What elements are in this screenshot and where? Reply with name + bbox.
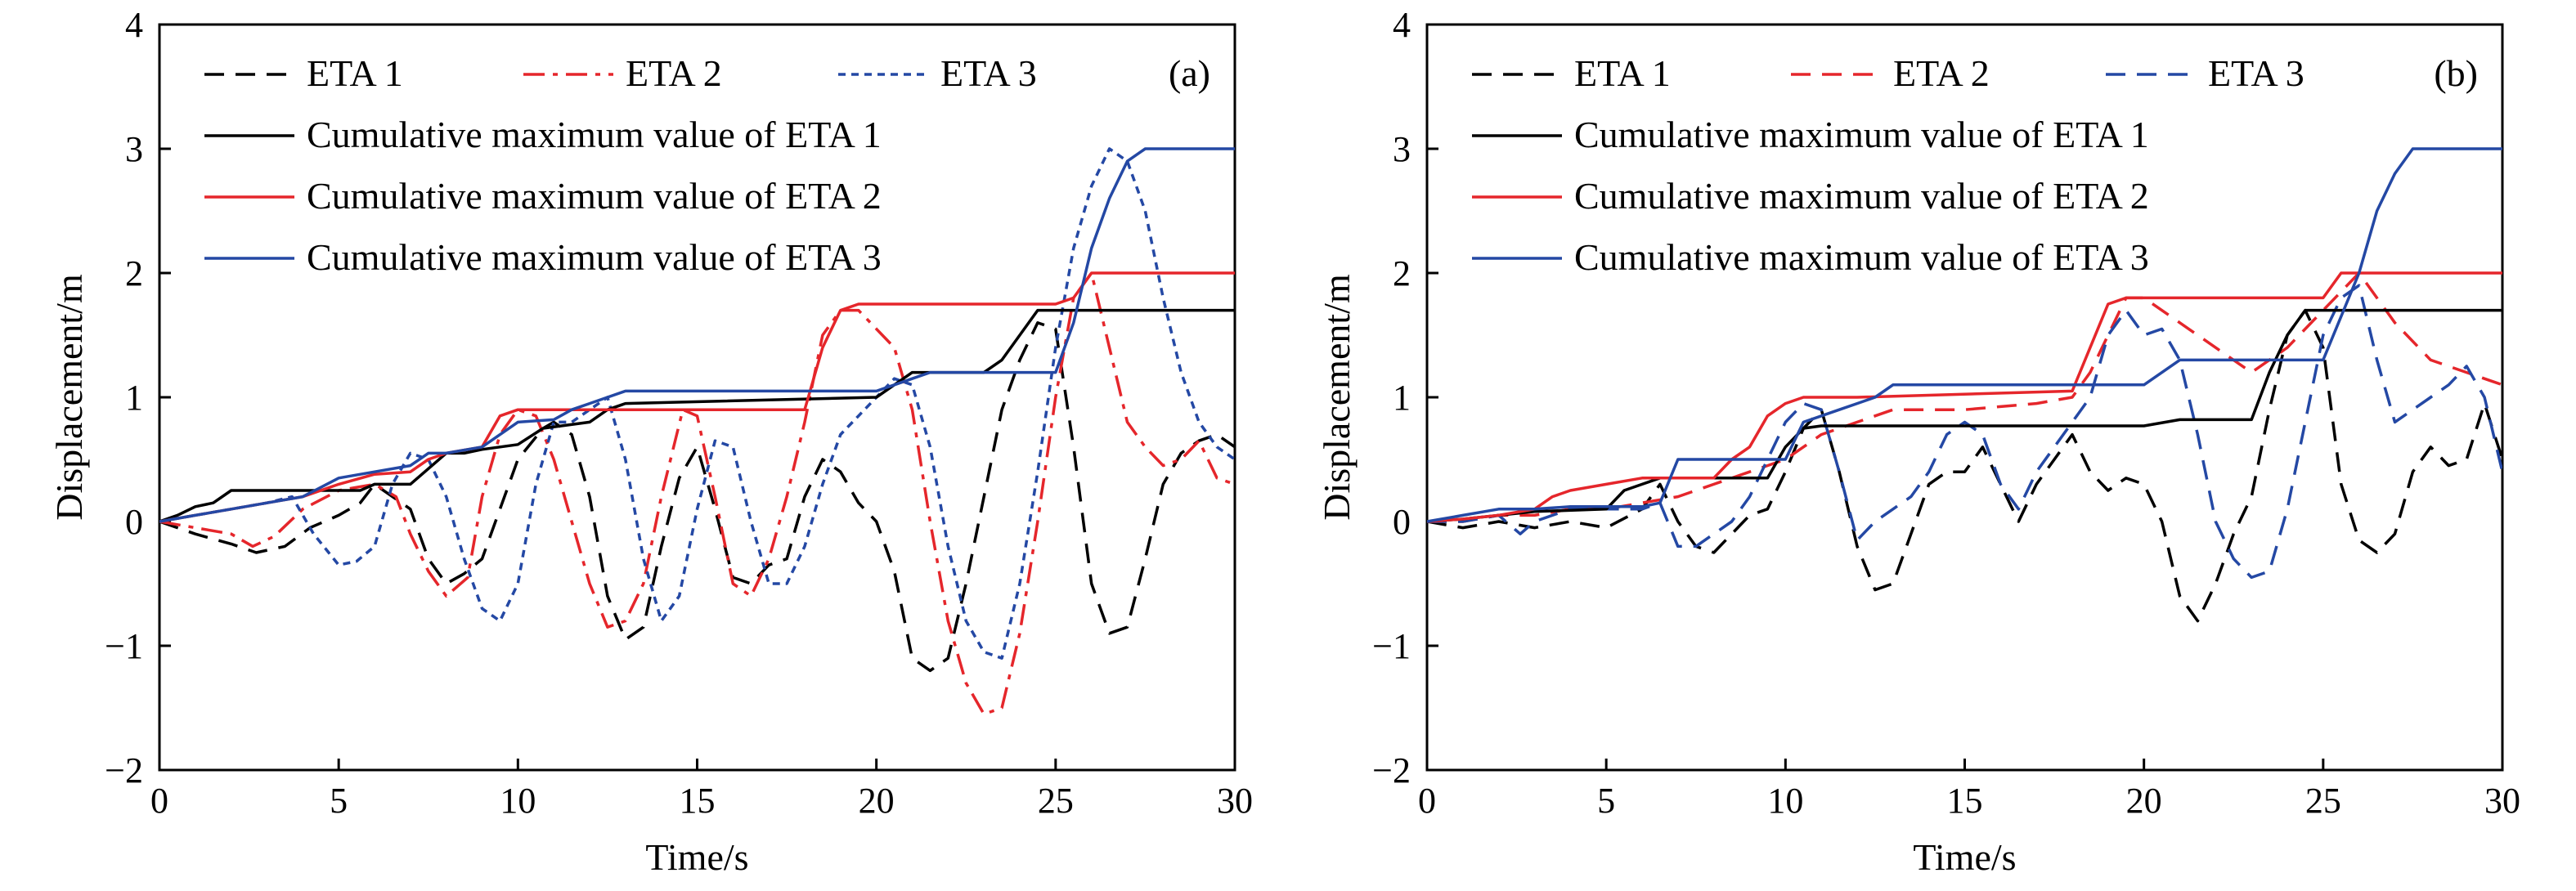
x-tick-label: 15: [680, 781, 716, 821]
series-line-cumulative-maximum-value-of-eta-2: [1427, 271, 2502, 523]
legend-label: Cumulative maximum value of ETA 1: [1574, 114, 2149, 155]
x-tick-label: 5: [1597, 781, 1615, 821]
series-line-eta-3: [1427, 284, 2502, 580]
x-tick-label: 25: [2305, 781, 2341, 821]
legend-label: Cumulative maximum value of ETA 2: [1574, 175, 2149, 217]
series-line-eta-2: [159, 271, 1235, 716]
x-tick-label: 15: [1947, 781, 1983, 821]
x-axis-label: Time/s: [645, 836, 748, 878]
x-tick-label: 10: [1767, 781, 1803, 821]
series-line-eta-2: [1427, 271, 2502, 523]
panel-a: 0 5 10 15 20 25 30 −2 −1 0 1 2 3 4 Time/s Displacement/…: [48, 5, 1253, 878]
series-line-cumulative-maximum-value-of-eta-3: [1427, 147, 2502, 523]
y-tick-label: 0: [1393, 502, 1411, 542]
x-tick-label: 0: [1418, 781, 1436, 821]
y-tick-label: 1: [125, 378, 143, 418]
y-tick-label: 2: [1393, 253, 1411, 293]
y-axis-label: Displacement/m: [48, 274, 90, 521]
legend-label: Cumulative maximum value of ETA 3: [1574, 236, 2149, 278]
series-group: [159, 147, 1235, 716]
y-tick-label: −1: [105, 626, 143, 666]
panel-tag: (a): [1169, 52, 1210, 94]
y-tick-label: 4: [1393, 5, 1411, 45]
y-tick-label: 1: [1393, 378, 1411, 418]
x-tick-label: 10: [500, 781, 536, 821]
legend-label: ETA 1: [307, 52, 403, 94]
y-tick-label: 3: [1393, 129, 1411, 169]
series-line-eta-1: [159, 321, 1235, 673]
x-tick-label: 30: [2484, 781, 2520, 821]
legend: ETA 1 ETA 2 ETA 3 Cumulative maximum value …: [1472, 52, 2304, 278]
y-tick-label: 0: [125, 502, 143, 542]
legend-label: ETA 2: [1893, 52, 1990, 94]
x-tick-label: 30: [1217, 781, 1253, 821]
series-line-cumulative-maximum-value-of-eta-3: [159, 147, 1235, 523]
series-line-cumulative-maximum-value-of-eta-1: [1427, 308, 2502, 523]
x-axis-label: Time/s: [1913, 836, 2016, 878]
legend-label: Cumulative maximum value of ETA 2: [307, 175, 882, 217]
legend-label: ETA 3: [2208, 52, 2304, 94]
y-tick-label: 3: [125, 129, 143, 169]
legend-label: ETA 1: [1574, 52, 1671, 94]
legend-label: ETA 2: [626, 52, 722, 94]
x-tick-label: 20: [2126, 781, 2162, 821]
series-line-cumulative-maximum-value-of-eta-1: [159, 308, 1235, 523]
panel-tag: (b): [2434, 52, 2478, 94]
y-tick-label: 4: [125, 5, 143, 45]
legend-label: Cumulative maximum value of ETA 3: [307, 236, 882, 278]
x-tick-label: 5: [330, 781, 348, 821]
y-tick-label: 2: [125, 253, 143, 293]
panel-b: 0 5 10 15 20 25 30 −2 −1 0 1 2 3 4 Time/s Displacement/…: [1316, 5, 2520, 878]
y-tick-label: −1: [1372, 626, 1411, 666]
series-line-eta-3: [159, 147, 1235, 660]
x-tick-label: 0: [150, 781, 168, 821]
x-tick-label: 25: [1038, 781, 1074, 821]
series-line-eta-1: [1427, 308, 2502, 623]
series-group: [1427, 147, 2502, 623]
y-axis-label: Displacement/m: [1316, 274, 1358, 521]
legend: ETA 1 ETA 2 ETA 3 Cumulative maximum value …: [204, 52, 1037, 278]
y-tick-label: −2: [105, 750, 143, 790]
legend-label: Cumulative maximum value of ETA 1: [307, 114, 882, 155]
x-tick-label: 20: [859, 781, 895, 821]
y-tick-label: −2: [1372, 750, 1411, 790]
legend-label: ETA 3: [940, 52, 1037, 94]
